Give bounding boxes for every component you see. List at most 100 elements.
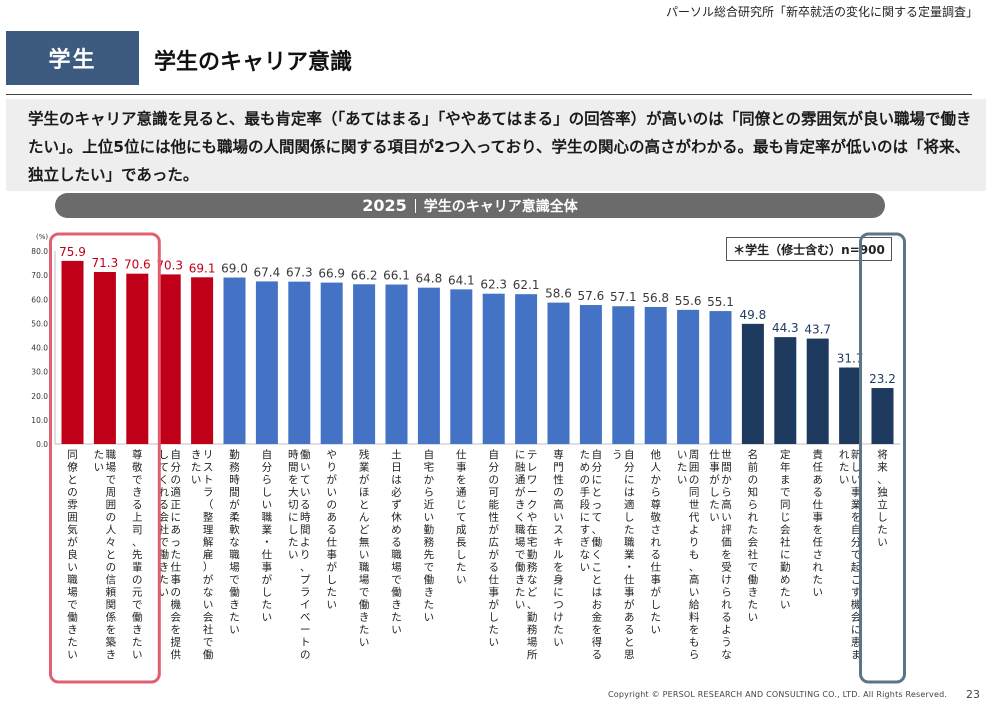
category-label: 新しい事業を自分で起こす機会に恵まれたい bbox=[839, 448, 862, 661]
bar bbox=[223, 277, 246, 444]
bar bbox=[806, 338, 829, 444]
data-label: 58.6 bbox=[545, 287, 572, 301]
bar bbox=[61, 260, 84, 444]
category-label: 責任ある仕事を任されたい bbox=[812, 448, 823, 599]
category-label: 尊敬できる上司、先輩の元で働きたい bbox=[132, 448, 143, 661]
data-label: 55.1 bbox=[707, 295, 734, 309]
category-label: 定年まで同じ会社に勤めたい bbox=[780, 448, 791, 611]
data-label: 57.1 bbox=[610, 290, 637, 304]
y-tick-label: 50.0 bbox=[31, 319, 48, 328]
data-label: 31.7 bbox=[837, 352, 864, 366]
data-label: 62.1 bbox=[513, 278, 540, 292]
page-title: 学生のキャリア意識 bbox=[154, 50, 353, 75]
y-axis-unit-label: (%) bbox=[36, 233, 48, 241]
category-label: 自分の可能性が広がる仕事がしたい bbox=[488, 448, 499, 649]
bar bbox=[677, 309, 700, 444]
bar bbox=[709, 311, 732, 444]
category-label: 自分の適正にあった仕事の機会を提供してくれる会社で働きたい bbox=[158, 448, 181, 661]
y-tick-label: 30.0 bbox=[31, 368, 48, 377]
category-label: 働いている時間より、プライベートの時間を大切にしたい bbox=[288, 448, 311, 661]
chart-banner: 2025 学生のキャリア意識全体 bbox=[55, 193, 885, 218]
sample-size-note: ＊学生（修士含む）n=900 bbox=[726, 237, 892, 261]
category-label: リストラ（整理解雇）がない会社で働きたい bbox=[191, 449, 214, 661]
bar bbox=[320, 282, 343, 444]
highlight-box-top bbox=[49, 232, 161, 684]
banner-label: 学生のキャリア意識全体 bbox=[423, 198, 578, 215]
bar bbox=[579, 305, 602, 444]
data-label: 66.1 bbox=[383, 269, 410, 283]
bar bbox=[741, 323, 764, 444]
data-label: 69.0 bbox=[221, 262, 248, 276]
y-tick-label: 70.0 bbox=[31, 271, 48, 280]
category-label: 周囲の同世代よりも、高い給料をもらいたい bbox=[677, 449, 700, 661]
category-label: 自分らしい職業・仕事がしたい bbox=[262, 448, 273, 624]
source-label: パーソル総合研究所「新卒就活の変化に関する定量調査」 bbox=[665, 5, 978, 19]
summary-text: 学生のキャリア意識を見ると、最も肯定率（「あてはまる」「ややあてはまる」の回答率… bbox=[6, 99, 986, 191]
data-label: 44.3 bbox=[772, 321, 799, 335]
y-tick-label: 20.0 bbox=[31, 392, 48, 401]
bar bbox=[126, 273, 149, 444]
category-label: 残業がほとんど無い職場で働きたい bbox=[359, 448, 370, 649]
banner-divider bbox=[414, 198, 416, 213]
data-label: 66.2 bbox=[351, 268, 378, 282]
bar bbox=[547, 302, 570, 444]
title-divider bbox=[6, 94, 972, 95]
page-number: 23 bbox=[966, 688, 980, 701]
data-label: 75.9 bbox=[59, 245, 86, 259]
data-label: 71.3 bbox=[92, 256, 119, 270]
bar bbox=[255, 281, 278, 444]
bar bbox=[417, 287, 440, 444]
data-label: 69.1 bbox=[189, 261, 216, 275]
category-label: 自分にとって、働くことはお金を得るための手段にすぎない bbox=[580, 448, 603, 661]
category-label: 自分には適した職業・仕事があると思う bbox=[612, 448, 635, 661]
bar bbox=[450, 289, 473, 444]
banner-year: 2025 bbox=[362, 196, 407, 215]
bar bbox=[191, 277, 214, 444]
bar bbox=[871, 388, 894, 444]
category-label: 名前の知られた会社で働きたい bbox=[748, 448, 759, 624]
category-label: 自宅から近い勤務先で働きたい bbox=[424, 448, 435, 624]
bar bbox=[612, 306, 635, 444]
category-label: やりがいのある仕事がしたい bbox=[326, 449, 337, 611]
bar bbox=[353, 284, 376, 444]
data-label: 23.2 bbox=[869, 372, 896, 386]
data-label: 70.3 bbox=[156, 258, 183, 272]
category-label: 世間から高い評価を受けられるような仕事がしたい bbox=[709, 448, 732, 661]
section-badge: 学生 bbox=[6, 31, 139, 85]
y-tick-label: 10.0 bbox=[31, 416, 48, 425]
data-label: 66.9 bbox=[318, 267, 345, 281]
category-label: 同僚との雰囲気が良い職場で働きたい bbox=[67, 449, 78, 661]
bar bbox=[839, 367, 862, 444]
data-label: 64.8 bbox=[416, 272, 443, 286]
data-label: 67.3 bbox=[286, 266, 313, 280]
data-label: 55.6 bbox=[675, 294, 702, 308]
data-label: 49.8 bbox=[740, 308, 767, 322]
data-label: 70.6 bbox=[124, 258, 151, 272]
data-label: 43.7 bbox=[804, 323, 831, 337]
category-label: 土日は必ず休める職場で働きたい bbox=[391, 448, 402, 636]
category-label: 将来、独立したい bbox=[877, 449, 888, 549]
category-label: 他人から尊敬される仕事がしたい bbox=[650, 448, 661, 636]
data-label: 64.1 bbox=[448, 273, 475, 287]
category-label: 仕事を通じて成長したい bbox=[456, 448, 467, 586]
data-label: 62.3 bbox=[480, 278, 507, 292]
bar bbox=[158, 274, 181, 444]
data-label: 56.8 bbox=[642, 291, 669, 305]
bar bbox=[288, 281, 311, 444]
bar bbox=[385, 284, 408, 444]
data-label: 57.6 bbox=[578, 289, 605, 303]
bar bbox=[644, 306, 667, 444]
y-tick-label: 40.0 bbox=[31, 344, 48, 353]
category-label: 専門性の高いスキルを身につけたい bbox=[553, 449, 564, 649]
category-label: 勤務時間が柔軟な職場で働きたい bbox=[229, 448, 240, 636]
y-tick-label: 80.0 bbox=[31, 247, 48, 256]
bar bbox=[515, 294, 538, 444]
y-tick-label: 0.0 bbox=[36, 440, 48, 449]
category-label: 職場で周囲の人々との信頼関係を築きたい bbox=[94, 449, 117, 661]
highlight-box-bottom bbox=[859, 232, 906, 684]
category-label: テレワークや在宅勤務など、勤務場所に融通がきく職場で働きたい bbox=[515, 449, 538, 661]
y-tick-label: 60.0 bbox=[31, 295, 48, 304]
copyright-footer: Copyright © PERSOL RESEARCH AND CONSULTI… bbox=[608, 690, 948, 699]
bar bbox=[482, 293, 505, 444]
